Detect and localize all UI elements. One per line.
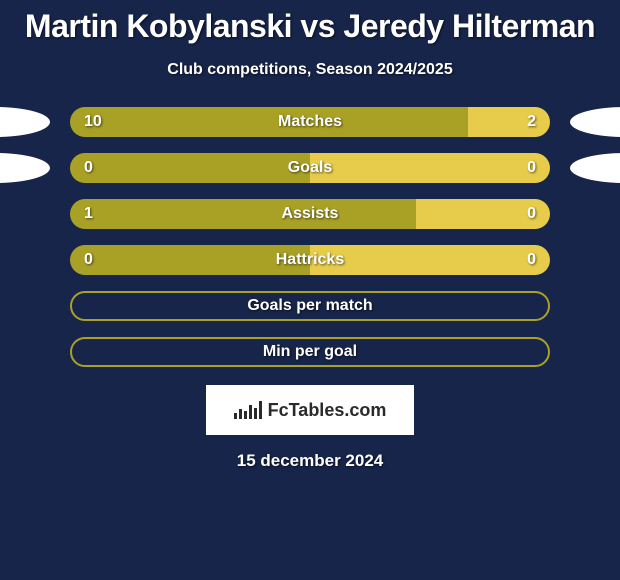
stat-value-right: 2 [527, 113, 536, 131]
logo-text: FcTables.com [268, 400, 387, 421]
player-oval-left [0, 107, 50, 137]
player-oval-right [570, 153, 620, 183]
logo-box: FcTables.com [206, 385, 414, 435]
stat-seg-left: 1 [70, 199, 416, 229]
date-label: 15 december 2024 [0, 451, 620, 471]
stat-row: Goals per match [70, 291, 550, 321]
stat-value-right: 0 [527, 205, 536, 223]
stat-seg-left: 0 [70, 153, 310, 183]
infographic-canvas: Martin Kobylanski vs Jeredy Hilterman Cl… [0, 0, 620, 580]
stat-value-left: 1 [84, 205, 93, 223]
stat-seg-left: 10 [70, 107, 468, 137]
subtitle: Club competitions, Season 2024/2025 [0, 61, 620, 79]
logo-chart-icon [234, 401, 262, 419]
stat-bar: 00 [70, 153, 550, 183]
stat-row: Min per goal [70, 337, 550, 367]
stat-seg-left: 0 [70, 245, 310, 275]
player-oval-right [570, 107, 620, 137]
stat-value-left: 0 [84, 251, 93, 269]
stat-seg-right: 0 [310, 245, 550, 275]
stat-bar [70, 291, 550, 321]
stat-value-right: 0 [527, 159, 536, 177]
stat-value-left: 10 [84, 113, 102, 131]
player-oval-left [0, 153, 50, 183]
stat-rows: 102Matches00Goals10Assists00HattricksGoa… [70, 107, 550, 367]
stat-seg-right: 0 [416, 199, 550, 229]
stat-bar: 10 [70, 199, 550, 229]
stat-row: 102Matches [70, 107, 550, 137]
stat-value-left: 0 [84, 159, 93, 177]
stat-row: 10Assists [70, 199, 550, 229]
stat-bar: 00 [70, 245, 550, 275]
stat-row: 00Hattricks [70, 245, 550, 275]
stat-bar: 10 2 [70, 107, 550, 137]
stat-row: 00Goals [70, 153, 550, 183]
page-title: Martin Kobylanski vs Jeredy Hilterman [0, 0, 620, 45]
stat-seg-right: 0 [310, 153, 550, 183]
stat-seg-right: 2 [468, 107, 550, 137]
stat-bar [70, 337, 550, 367]
stat-value-right: 0 [527, 251, 536, 269]
